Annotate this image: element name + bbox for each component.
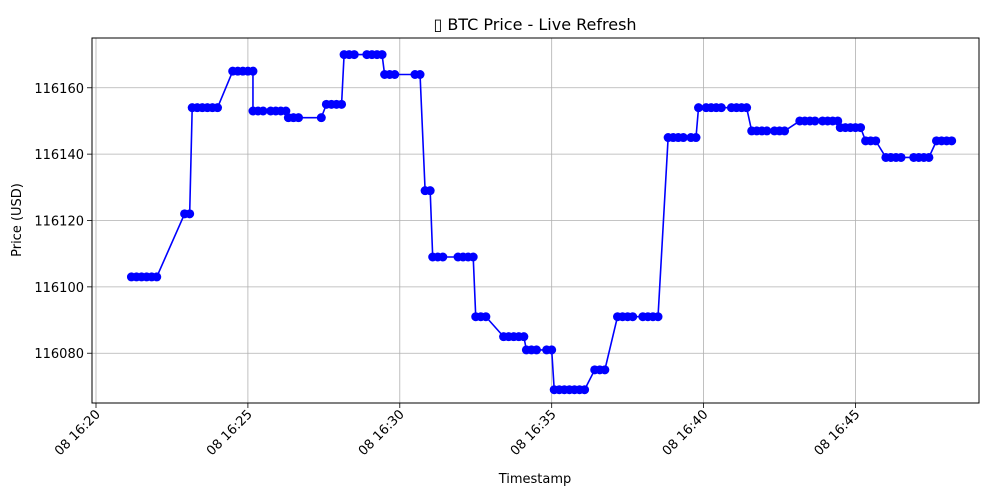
y-axis: 116080 116100 116120 116140 116160 xyxy=(34,82,92,362)
price-point xyxy=(415,70,425,79)
price-point xyxy=(316,113,326,123)
price-point xyxy=(349,50,359,60)
price-point xyxy=(762,126,772,136)
price-point xyxy=(691,133,701,143)
price-point xyxy=(258,106,268,116)
y-tick-label: 116120 xyxy=(34,215,84,230)
price-point xyxy=(628,312,638,322)
price-point xyxy=(780,126,790,136)
price-point xyxy=(390,70,400,79)
price-point xyxy=(742,103,752,113)
y-tick-label: 116140 xyxy=(34,148,84,163)
price-point xyxy=(438,252,448,262)
price-point xyxy=(294,113,304,123)
grid xyxy=(92,38,979,403)
y-tick-label: 116080 xyxy=(34,347,84,362)
price-point xyxy=(694,103,704,113)
y-tick-label: 116160 xyxy=(34,82,84,97)
price-point xyxy=(856,123,866,133)
price-point xyxy=(871,136,881,146)
series-btc-price xyxy=(126,50,957,395)
price-point xyxy=(185,209,195,219)
price-point xyxy=(653,312,663,322)
price-point xyxy=(377,50,387,60)
price-point xyxy=(896,152,906,162)
price-point xyxy=(947,136,957,146)
price-point xyxy=(213,103,223,113)
price-point xyxy=(337,99,347,109)
price-point xyxy=(425,186,435,196)
price-point xyxy=(532,345,541,355)
price-point xyxy=(600,365,610,375)
price-point xyxy=(468,252,478,262)
chart-title: ▯ BTC Price - Live Refresh xyxy=(433,15,636,34)
price-point xyxy=(152,272,162,282)
x-axis-title: Timestamp xyxy=(498,472,572,487)
price-point xyxy=(248,66,258,76)
price-point xyxy=(547,345,557,355)
price-point xyxy=(678,133,688,143)
price-point xyxy=(580,385,590,395)
price-point xyxy=(519,332,529,342)
price-point xyxy=(924,152,934,162)
y-axis-title: Price (USD) xyxy=(10,183,25,257)
price-point xyxy=(716,103,726,113)
price-point xyxy=(481,312,491,322)
y-tick-label: 116100 xyxy=(34,281,84,296)
price-point xyxy=(810,116,820,126)
